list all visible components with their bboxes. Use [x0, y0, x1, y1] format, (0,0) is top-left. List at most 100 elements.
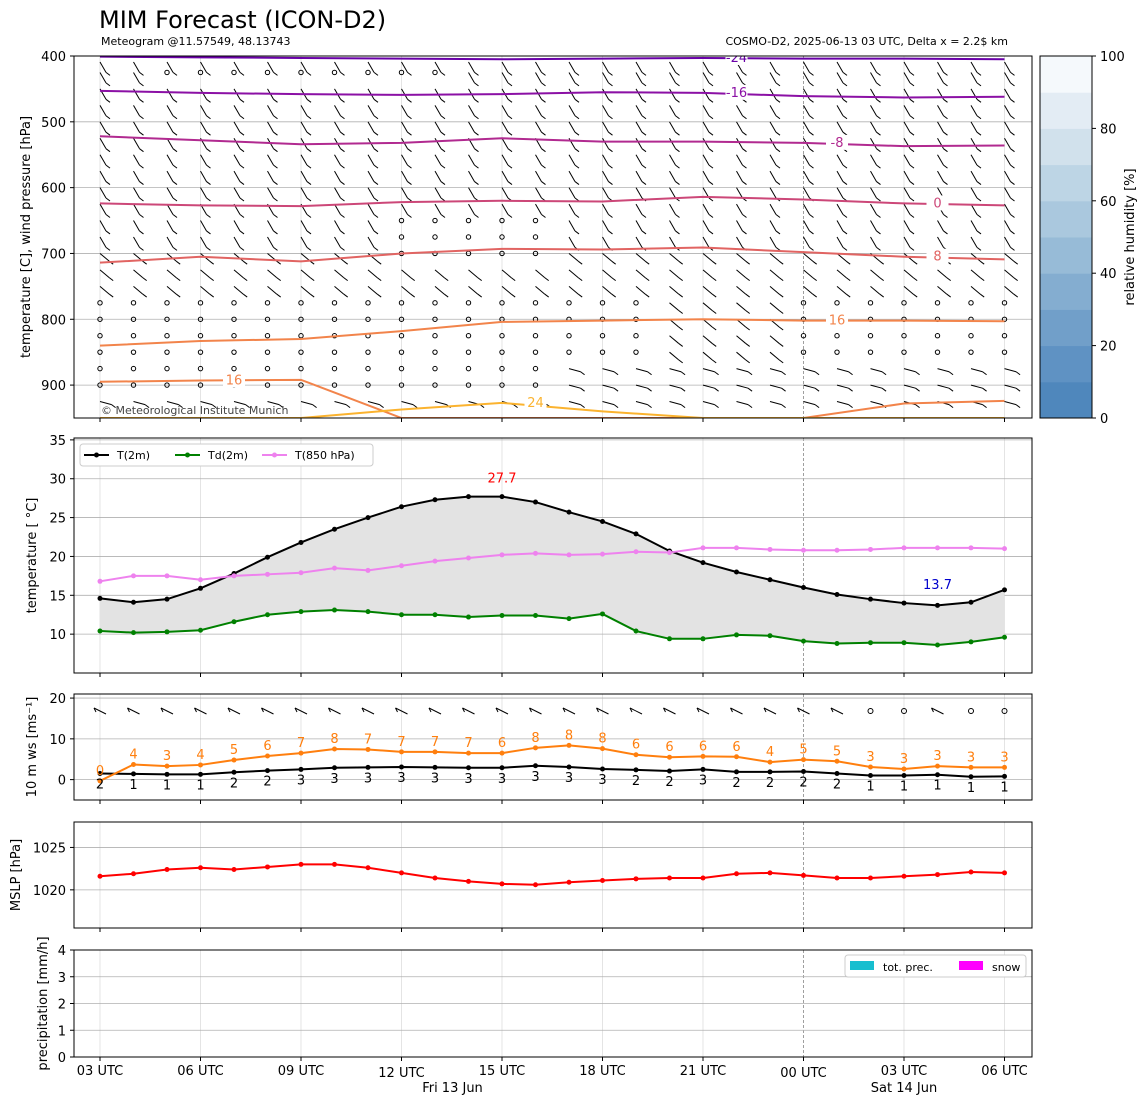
wind-barb-flag	[1015, 387, 1021, 392]
calm-wind-marker	[231, 349, 237, 355]
calm-wind-marker	[834, 300, 840, 306]
wind-barb	[669, 121, 676, 133]
wind-barb	[133, 138, 140, 149]
wind-barb	[334, 121, 341, 133]
isotherm-label-bg	[725, 84, 748, 100]
wind-barb	[635, 170, 643, 182]
wind-barb-flag	[139, 164, 144, 169]
data-point	[164, 596, 170, 602]
isotherm-line	[99, 318, 1005, 347]
wind-barb-flag	[306, 131, 312, 136]
wind-barb-flag	[708, 82, 714, 87]
gust-value-label: 8	[531, 731, 539, 746]
wind-barb-flag	[139, 197, 144, 202]
wind-barb	[937, 220, 944, 232]
wind-barb-flag	[1010, 181, 1015, 185]
legend-label: snow	[992, 961, 1020, 974]
data-point	[97, 628, 103, 634]
speed-value-label: 2	[766, 776, 774, 791]
wind-barb-flag	[239, 230, 245, 235]
wind-barb-flag	[775, 246, 781, 251]
wind-barb-flag	[510, 293, 516, 298]
data-point	[466, 750, 471, 756]
y-tick-label: 25	[49, 512, 66, 527]
wind-barb-flag	[842, 115, 848, 120]
wind-barb	[501, 105, 509, 117]
upper-air-ylabel: temperature [C], wind pressure [hPa]	[19, 116, 34, 358]
calm-wind-marker	[968, 300, 974, 306]
wind-barb-flag	[541, 214, 546, 218]
wind-barb	[401, 121, 408, 133]
data-point	[332, 607, 337, 613]
wind-barb	[535, 105, 542, 117]
wind-barb	[568, 401, 581, 406]
data-point	[499, 612, 505, 618]
data-point	[231, 757, 237, 763]
calm-wind-marker	[298, 382, 304, 388]
wind-barb	[428, 707, 442, 715]
wind-barb-flag	[915, 387, 920, 392]
wind-barb	[903, 72, 911, 84]
calm-wind-marker	[934, 333, 941, 339]
wind-barb-flag	[876, 98, 881, 103]
page-title: MIM Forecast (ICON-D2)	[99, 6, 387, 34]
wind-barb-flag	[227, 707, 231, 713]
calm-wind-marker	[231, 69, 237, 76]
data-point	[868, 640, 873, 646]
humidity-colorbar: 0 20 40 60 80 100 relative humidity [%]	[1039, 50, 1138, 427]
calm-wind-marker	[432, 382, 438, 388]
wind-barb-flag	[608, 181, 613, 185]
wind-barb	[233, 269, 244, 279]
model-run-subtitle: COSMO-D2, 2025-06-13 03 UTC, Delta x = 2…	[725, 35, 1008, 48]
wind-barb-flag	[809, 246, 814, 251]
wind-barb	[166, 203, 174, 215]
wind-barb-flag	[943, 71, 948, 76]
wind-barb-flag	[842, 131, 848, 136]
wind-barb	[367, 121, 375, 133]
wind-barb-flag	[340, 181, 345, 185]
isotherm-line	[100, 401, 1005, 418]
wind-barb	[401, 401, 414, 406]
data-point	[968, 545, 974, 551]
wind-barb	[602, 253, 613, 262]
wind-barb	[702, 285, 713, 295]
wind-barb-flag	[175, 293, 181, 298]
wind-barb	[99, 236, 107, 248]
data-point	[868, 546, 873, 552]
wind-barb	[99, 187, 107, 199]
wind-barb-flag	[373, 197, 379, 202]
data-point	[365, 746, 371, 752]
calm-wind-marker	[298, 300, 304, 306]
wind-barb	[635, 61, 643, 73]
x-tick-label: 15 UTC	[479, 1064, 525, 1079]
data-point	[968, 774, 974, 780]
wind-barb	[367, 269, 378, 279]
wind-barb	[931, 707, 944, 715]
gust-value-label: 6	[263, 739, 271, 754]
wind-barb-flag	[742, 148, 747, 153]
data-point	[801, 547, 806, 553]
wind-barb	[568, 220, 576, 232]
wind-barb-flag	[175, 277, 181, 282]
wind-barb	[401, 61, 408, 73]
wind-barb-flag	[172, 197, 178, 202]
wind-barb-flag	[641, 214, 647, 218]
wind-barb-flag	[443, 277, 449, 282]
data-point	[667, 550, 672, 556]
colorbar-band	[1040, 309, 1092, 347]
gust-value-label: 7	[397, 735, 405, 750]
data-point	[265, 571, 270, 577]
wind-barb-flag	[909, 148, 915, 153]
wind-barb-flag	[879, 277, 884, 282]
calm-wind-marker	[901, 349, 907, 355]
wind-barb-flag	[328, 707, 331, 713]
data-point	[834, 771, 840, 776]
wind-barb-flag	[842, 230, 848, 235]
wind-barb	[669, 88, 676, 100]
wind-barb-flag	[812, 293, 817, 298]
wind-barb	[736, 269, 747, 279]
wind-barb-flag	[172, 98, 178, 103]
data-point	[566, 552, 572, 558]
wind-barb	[803, 368, 816, 373]
gust-value-label: 6	[498, 736, 506, 751]
